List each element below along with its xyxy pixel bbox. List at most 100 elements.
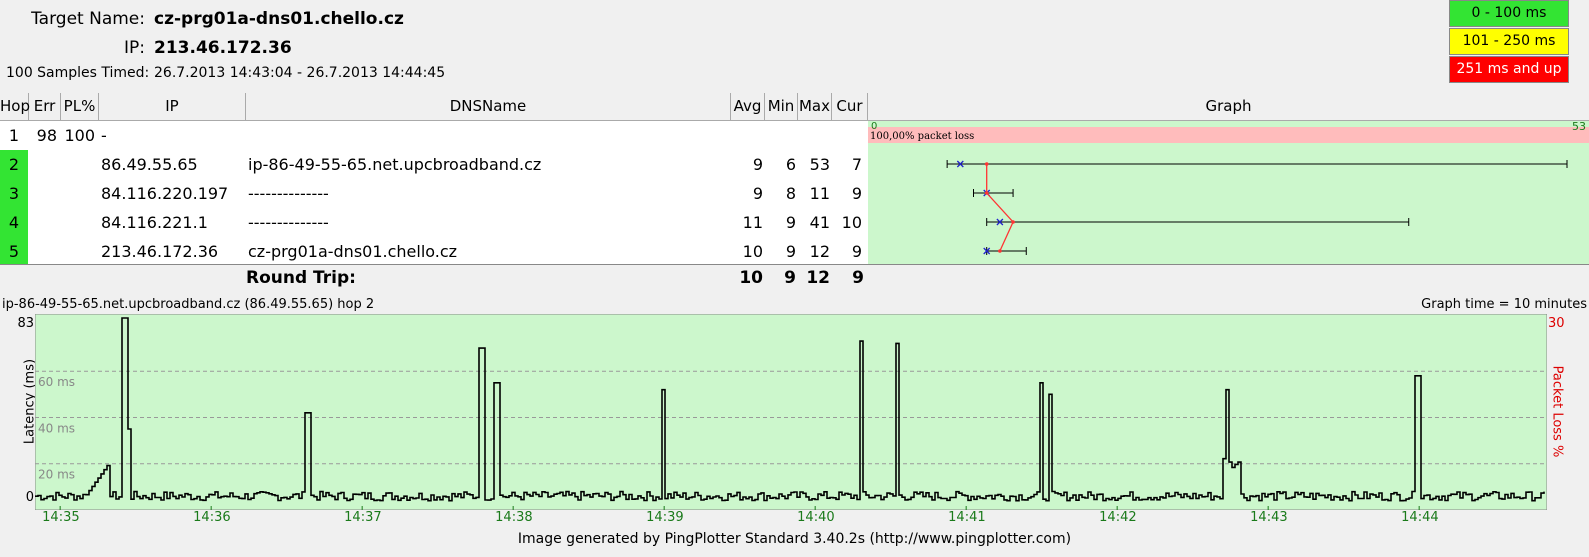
x-tick-label: 14:39 xyxy=(646,510,684,525)
packet-loss-bar xyxy=(868,127,1589,143)
column-header-row: Hop Err PL% IP DNSName Avg Min Max Cur G… xyxy=(0,93,1589,121)
avg-point xyxy=(1011,220,1015,224)
table-row[interactable]: 5 213.46.172.36 cz-prg01a-dns01.chello.cz 1… xyxy=(0,237,868,266)
col-dnsname[interactable]: DNSName xyxy=(246,93,731,120)
cell-avg: 9 xyxy=(752,155,763,174)
cell-ip: 84.116.220.197 xyxy=(101,184,229,203)
cell-cur: 7 xyxy=(851,155,862,174)
cell-avg: 9 xyxy=(752,184,763,203)
cell-dns: cz-prg01a-dns01.chello.cz xyxy=(248,242,458,261)
ip-value: 213.46.172.36 xyxy=(154,38,292,58)
avg-point xyxy=(984,162,989,166)
cell-ip: 213.46.172.36 xyxy=(101,242,219,261)
col-max[interactable]: Max xyxy=(798,93,832,120)
hop-number: 1 xyxy=(8,126,20,145)
col-err[interactable]: Err xyxy=(29,93,61,120)
cell-cur: 10 xyxy=(841,213,862,232)
packet-loss-label: 100,00% packet loss xyxy=(870,131,974,142)
cell-dns xyxy=(248,121,728,150)
latency-line xyxy=(35,317,1545,502)
current-marker xyxy=(996,218,1004,226)
cell-max: 53 xyxy=(809,155,830,174)
target-name-label: Target Name: xyxy=(31,9,145,29)
x-tick-label: 14:43 xyxy=(1250,510,1288,525)
hop-number: 5 xyxy=(0,237,28,266)
cell-min: 9 xyxy=(785,242,796,261)
cell-dns: -------------- xyxy=(248,184,329,203)
table-row[interactable]: 3 84.116.220.197 -------------- 9 8 11 9 xyxy=(0,179,868,208)
col-hop[interactable]: Hop xyxy=(0,93,30,120)
col-graph[interactable]: Graph xyxy=(1205,97,1252,115)
round-trip-min: 9 xyxy=(784,268,796,288)
table-row[interactable]: 1 98 100- xyxy=(0,121,868,150)
hop-number: 3 xyxy=(0,179,28,208)
target-name-value: cz-prg01a-dns01.chello.cz xyxy=(154,9,404,29)
round-trip-cur: 9 xyxy=(852,268,864,288)
gridline-label: 20 ms xyxy=(38,468,75,482)
current-marker xyxy=(983,247,991,255)
plot-bg xyxy=(35,314,1547,510)
samples-value: 26.7.2013 14:43:04 - 26.7.2013 14:44:45 xyxy=(154,65,446,81)
cell-avg xyxy=(731,121,763,150)
col-avg[interactable]: Avg xyxy=(731,93,765,120)
col-ip[interactable]: IP xyxy=(99,93,246,120)
cell-max xyxy=(798,121,830,150)
cell-min: 9 xyxy=(785,213,796,232)
cell-max: 41 xyxy=(809,213,830,232)
x-tick-label: 14:37 xyxy=(344,510,382,525)
cell-avg: 10 xyxy=(742,242,763,261)
cell-min: 8 xyxy=(785,184,796,203)
table-row[interactable]: 4 84.116.221.1 -------------- 11 9 41 10 xyxy=(0,208,868,237)
cell-dns: ip-86-49-55-65.net.upcbroadband.cz xyxy=(248,155,542,174)
detail-title: ip-86-49-55-65.net.upcbroadband.cz (86.4… xyxy=(2,297,375,312)
cell-pl xyxy=(61,237,95,266)
x-tick-label: 14:41 xyxy=(948,510,986,525)
col-pl[interactable]: PL% xyxy=(61,93,99,120)
latency-detail-panel: ip-86-49-55-65.net.upcbroadband.cz (86.4… xyxy=(0,294,1589,557)
cell-ip: 86.49.55.65 xyxy=(101,155,198,174)
cell-err: 98 xyxy=(36,126,57,145)
round-trip-max: 12 xyxy=(806,268,830,288)
hop-number: 4 xyxy=(0,208,28,237)
gridline-label: 60 ms xyxy=(38,375,75,389)
cell-pl xyxy=(61,150,95,179)
cell-avg: 11 xyxy=(742,213,763,232)
current-marker xyxy=(956,160,964,168)
col-cur[interactable]: Cur xyxy=(832,93,868,120)
cell-cur: 9 xyxy=(851,242,862,261)
x-tick-label: 14:38 xyxy=(495,510,533,525)
cell-cur: 9 xyxy=(851,184,862,203)
cell-err xyxy=(29,208,57,237)
y2-axis-label: Packet Loss % xyxy=(1549,365,1565,458)
scale-max: 53 xyxy=(1572,121,1586,133)
round-trip-label: Round Trip: xyxy=(246,268,356,288)
x-tick-label: 14:40 xyxy=(797,510,835,525)
y2-top-label: 30 xyxy=(1548,316,1565,331)
x-tick-label: 14:36 xyxy=(193,510,231,525)
hop-number: 2 xyxy=(0,150,28,179)
cell-pl xyxy=(61,208,95,237)
cell-cur xyxy=(832,121,862,150)
cell-pl xyxy=(61,179,95,208)
footer-credit: Image generated by PingPlotter Standard … xyxy=(517,531,1072,547)
avg-point xyxy=(984,191,989,195)
samples-label: 100 Samples Timed: xyxy=(6,65,150,81)
col-min[interactable]: Min xyxy=(765,93,798,120)
avg-line xyxy=(986,164,1014,252)
cell-ip: - xyxy=(101,126,107,145)
legend-yellow: 101 - 250 ms xyxy=(1449,28,1569,55)
cell-err xyxy=(29,150,57,179)
round-trip-avg: 10 xyxy=(739,268,763,288)
table-row[interactable]: 2 86.49.55.65 ip-86-49-55-65.net.upcbroadb… xyxy=(0,150,868,179)
round-trip-row: Round Trip: 10 9 12 9 xyxy=(0,264,1589,295)
y-top-label: 83 xyxy=(17,316,34,331)
target-header: Target Name: cz-prg01a-dns01.chello.cz I… xyxy=(0,0,1589,94)
x-tick-label: 14:35 xyxy=(42,510,80,525)
cell-err xyxy=(29,237,57,266)
x-tick-label: 14:42 xyxy=(1099,510,1137,525)
cell-max: 11 xyxy=(809,184,830,203)
x-axis-ticks: 14:35 14:36 14:37 14:38 14:39 14:40 14:41 14:42… xyxy=(0,510,1589,528)
scale-min: 0 xyxy=(871,121,877,132)
y-bottom-label: 0 xyxy=(25,490,34,505)
cell-dns: -------------- xyxy=(248,213,329,232)
